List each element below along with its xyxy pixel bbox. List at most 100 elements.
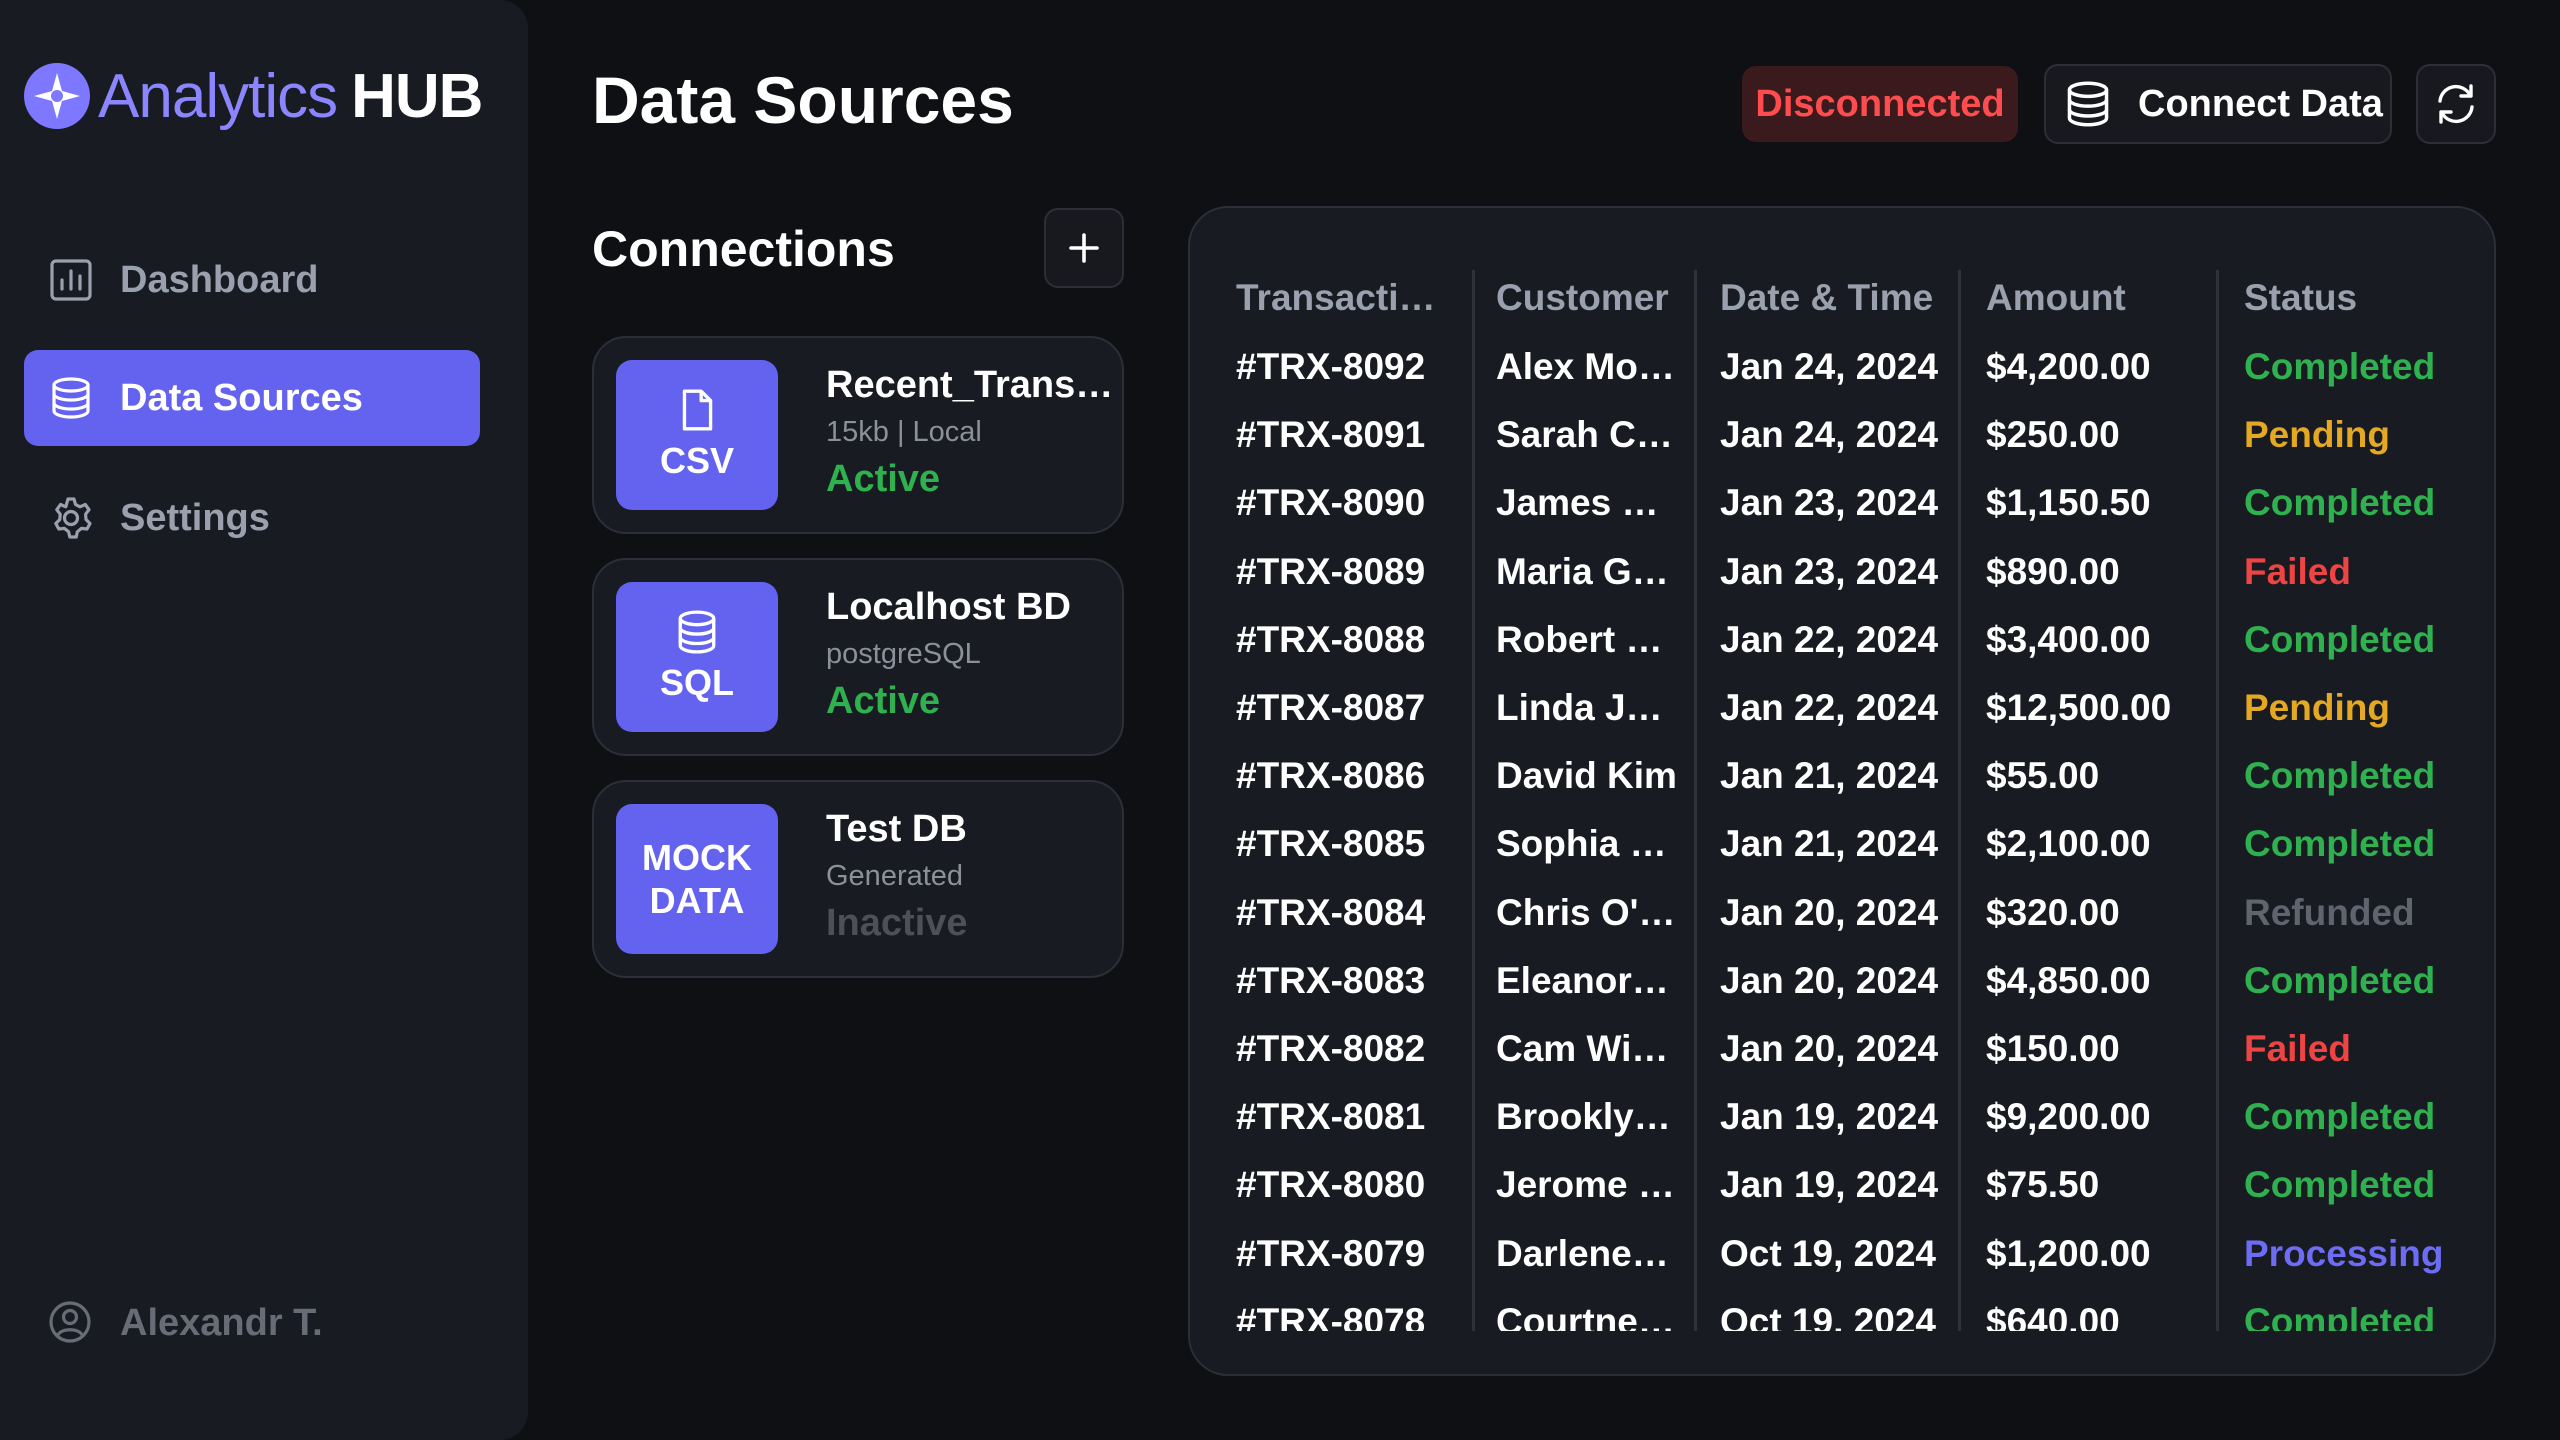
cell-amount: $640.00 xyxy=(1986,1300,2120,1331)
cell-date: Oct 19, 2024 xyxy=(1720,1300,1936,1331)
refresh-button[interactable] xyxy=(2416,64,2496,144)
column-header-amount[interactable]: Amount xyxy=(1986,277,2126,318)
cell-status: Processing xyxy=(2244,1232,2444,1274)
table-row[interactable]: #TRX-8089 Maria Garcia Jan 23, 2024 $890.00… xyxy=(1190,538,2494,606)
connection-name: Localhost BD xyxy=(826,586,1071,628)
cell-status: Failed xyxy=(2244,1028,2351,1069)
cell-amount: $890.00 xyxy=(1986,550,2120,592)
cell-amount: $9,200.00 xyxy=(1986,1096,2151,1138)
table-row[interactable]: #TRX-8079 Darlene Robertson Oct 19, 2024 $1… xyxy=(1190,1220,2494,1288)
cell-date: Jan 21, 2024 xyxy=(1720,823,1939,865)
cell-date: Jan 20, 2024 xyxy=(1720,959,1939,1001)
refresh-icon xyxy=(2438,84,2474,124)
table-row[interactable]: #TRX-8084 Chris O'Neil Jan 20, 2024 $320.00… xyxy=(1190,879,2494,947)
cell-status: Completed xyxy=(2244,755,2436,797)
cell-amount: $3,400.00 xyxy=(1986,618,2151,660)
user-profile[interactable]: Alexandr T. xyxy=(48,1300,323,1346)
database-icon xyxy=(2067,81,2109,127)
sidebar-item-data-sources[interactable]: Data Sources xyxy=(24,350,480,446)
cell-transaction-id: #TRX-8085 xyxy=(1236,823,1426,865)
table-scroll-area[interactable]: Transaction ID Customer Date & Time Amou… xyxy=(1190,258,2494,1331)
cell-transaction-id: #TRX-8080 xyxy=(1236,1164,1426,1206)
cell-customer: Alex Morgan xyxy=(1496,346,1678,387)
cell-amount: $1,150.50 xyxy=(1986,482,2151,524)
connection-name: Test DB xyxy=(826,808,967,850)
table-row[interactable]: #TRX-8082 Cam Williamson Jan 20, 2024 $150.… xyxy=(1190,1015,2494,1083)
connection-card[interactable]: CSV Recent_Transactions 15kb | Local Act… xyxy=(592,336,1124,534)
database-icon xyxy=(678,610,716,654)
column-divider[interactable] xyxy=(1694,270,1697,1331)
cell-date: Jan 20, 2024 xyxy=(1720,1028,1939,1069)
sidebar: Analytics HUB Dashboard xyxy=(0,0,528,1440)
cell-status: Completed xyxy=(2244,1096,2436,1138)
column-divider[interactable] xyxy=(1958,270,1961,1331)
connection-meta: Generated xyxy=(826,860,964,892)
cell-date: Jan 19, 2024 xyxy=(1720,1164,1939,1206)
cell-status: Completed xyxy=(2244,823,2436,865)
connection-state: Active xyxy=(826,458,941,500)
column-header-status[interactable]: Status xyxy=(2244,277,2358,318)
cell-customer: Maria Garcia xyxy=(1496,550,1678,592)
table-row[interactable]: #TRX-8083 Eleanor Pena Jan 20, 2024 $4,850.… xyxy=(1190,947,2494,1015)
connection-card[interactable]: SQL Localhost BD postgreSQL Active xyxy=(592,558,1124,756)
connection-type-badge: MOCK DATA xyxy=(616,804,778,954)
sidebar-item-label: Settings xyxy=(120,496,270,539)
column-header-customer[interactable]: Customer xyxy=(1496,277,1669,318)
table-row[interactable]: #TRX-8080 Jerome Bell Jan 19, 2024 $75.50 Co… xyxy=(1190,1151,2494,1219)
connect-data-button[interactable]: Connect Data xyxy=(2044,64,2392,144)
user-icon xyxy=(48,1300,94,1346)
cell-transaction-id: #TRX-8089 xyxy=(1236,550,1426,592)
cell-status: Completed xyxy=(2244,482,2436,524)
table-row[interactable]: #TRX-8092 Alex Morgan Jan 24, 2024 $4,200.0… xyxy=(1190,333,2494,401)
cell-date: Oct 19, 2024 xyxy=(1720,1232,1936,1274)
table-row[interactable]: #TRX-8090 James Wilson Jan 23, 2024 $1,150.… xyxy=(1190,469,2494,537)
cell-customer: Jerome Bell xyxy=(1496,1164,1678,1206)
cell-amount: $55.00 xyxy=(1986,755,2100,797)
cell-transaction-id: #TRX-8084 xyxy=(1236,891,1426,933)
connection-meta: 15kb | Local xyxy=(826,416,982,448)
cell-transaction-id: #TRX-8078 xyxy=(1236,1300,1426,1331)
table-row[interactable]: #TRX-8085 Sophia Turner Jan 21, 2024 $2,100… xyxy=(1190,810,2494,878)
sidebar-item-label: Data Sources xyxy=(120,376,363,419)
table-row[interactable]: #TRX-8087 Linda Johnson Jan 22, 2024 $12,50… xyxy=(1190,674,2494,742)
table-row[interactable]: #TRX-8088 Robert Fox Jan 22, 2024 $3,400.00… xyxy=(1190,606,2494,674)
cell-transaction-id: #TRX-8079 xyxy=(1236,1232,1426,1274)
cell-status: Completed xyxy=(2244,618,2436,660)
connection-status-badge: Disconnected xyxy=(1742,66,2018,142)
cell-customer: Robert Fox xyxy=(1496,618,1678,660)
cell-status: Pending xyxy=(2244,414,2390,456)
table-row[interactable]: #TRX-8091 Sarah Connor Jan 24, 2024 $250.00… xyxy=(1190,401,2494,469)
column-divider[interactable] xyxy=(2216,270,2219,1331)
gear-icon xyxy=(48,495,94,541)
brand-logo: Analytics HUB xyxy=(22,58,483,134)
cell-transaction-id: #TRX-8083 xyxy=(1236,959,1426,1001)
cell-customer: Linda Johnson xyxy=(1496,687,1678,728)
connection-card[interactable]: MOCK DATA Test DB Generated Inactive xyxy=(592,780,1124,978)
cell-customer: Chris O'Neil xyxy=(1496,891,1678,933)
cell-date: Jan 23, 2024 xyxy=(1720,550,1939,592)
chart-icon xyxy=(48,257,94,303)
sidebar-item-settings[interactable]: Settings xyxy=(24,470,480,566)
table-row[interactable]: #TRX-8081 Brooklyn Simmons Jan 19, 2024 $9,… xyxy=(1190,1083,2494,1151)
column-header-date[interactable]: Date & Time xyxy=(1720,277,1934,318)
connection-state: Active xyxy=(826,680,941,722)
table-row[interactable]: #TRX-8078 Courtney Henry Oct 19, 2024 $640.… xyxy=(1190,1288,2494,1331)
column-header-transaction[interactable]: Transaction ID xyxy=(1236,277,1446,318)
logo-icon xyxy=(24,63,90,129)
transactions-table: Transaction ID Customer Date & Time Amou… xyxy=(1188,206,2496,1376)
cell-date: Jan 21, 2024 xyxy=(1720,755,1939,797)
cell-status: Completed xyxy=(2244,959,2436,1001)
column-divider[interactable] xyxy=(1472,270,1475,1331)
sidebar-item-dashboard[interactable]: Dashboard xyxy=(24,232,480,328)
cell-customer: Sophia Turner xyxy=(1496,823,1678,865)
cell-amount: $4,200.00 xyxy=(1986,346,2151,387)
cell-status: Refunded xyxy=(2244,891,2415,933)
cell-transaction-id: #TRX-8087 xyxy=(1236,687,1426,728)
sidebar-item-label: Dashboard xyxy=(120,258,319,301)
page-title: Data Sources xyxy=(592,63,1014,137)
add-connection-button[interactable] xyxy=(1044,208,1124,288)
table-row[interactable]: #TRX-8086 David Kim Jan 21, 2024 $55.00 Comp… xyxy=(1190,742,2494,810)
cell-transaction-id: #TRX-8082 xyxy=(1236,1028,1426,1069)
connection-meta: postgreSQL xyxy=(826,638,981,670)
brand-name-light: Analytics xyxy=(98,61,338,131)
